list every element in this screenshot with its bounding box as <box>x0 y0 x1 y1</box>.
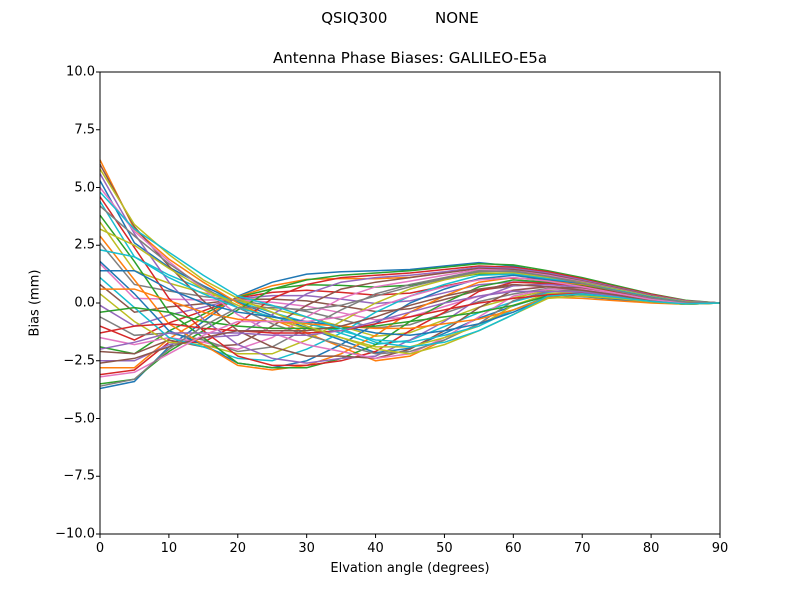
axis-ticks <box>96 71 721 538</box>
series-line <box>99 191 721 348</box>
y-axis-label: Bias (mm) <box>27 269 43 337</box>
y-tick-label: 10.0 <box>66 64 95 80</box>
x-tick-label: 20 <box>229 541 247 556</box>
x-tick-label: 30 <box>298 541 315 556</box>
series-line <box>99 283 721 364</box>
y-tick-label: −10.0 <box>55 526 95 542</box>
series-line <box>99 276 720 378</box>
series-line <box>99 168 721 355</box>
x-tick-label: 70 <box>573 541 591 556</box>
series-line <box>99 180 721 354</box>
series-line <box>99 159 721 362</box>
series-line <box>99 205 721 355</box>
y-tick-label: −2.5 <box>63 353 95 369</box>
chart-title: Antenna Phase Biases: GALILEO-E5a <box>272 49 548 67</box>
figure-suptitle: QSIQ300 NONE <box>321 9 479 27</box>
y-tick-label: 0.0 <box>74 295 95 311</box>
y-tick-label: 2.5 <box>74 237 95 253</box>
series-line <box>99 269 721 387</box>
x-tick-label: 90 <box>711 541 729 556</box>
x-axis-label: Elvation angle (degrees) <box>330 561 490 576</box>
y-tick-label: −5.0 <box>63 411 95 426</box>
x-tick-label: 60 <box>505 541 522 556</box>
series-line <box>99 290 721 350</box>
data-lines <box>99 159 721 390</box>
x-tick-label: 10 <box>160 541 178 556</box>
x-tick-label: 50 <box>436 541 453 556</box>
x-tick-label: 40 <box>367 541 384 556</box>
y-tick-label: 7.5 <box>74 122 95 138</box>
y-tick-label: 5.0 <box>74 180 95 195</box>
x-tick-label: 0 <box>95 541 105 556</box>
y-tick-label: −7.5 <box>63 468 95 484</box>
x-tick-label: 80 <box>642 541 660 556</box>
